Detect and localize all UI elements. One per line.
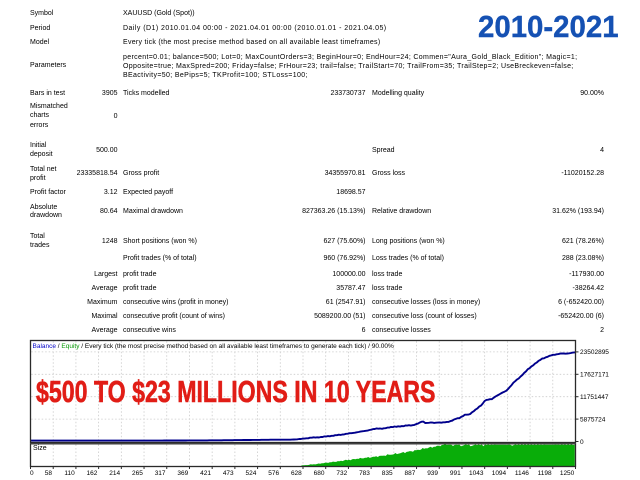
svg-text:11751447: 11751447	[580, 394, 609, 401]
svg-text:1146: 1146	[515, 470, 529, 477]
svg-text:576: 576	[268, 470, 279, 477]
svg-text:680: 680	[314, 470, 325, 477]
svg-text:783: 783	[359, 470, 370, 477]
svg-text:991: 991	[450, 470, 461, 477]
svg-text:524: 524	[246, 470, 257, 477]
svg-text:1198: 1198	[538, 470, 552, 477]
svg-text:162: 162	[87, 470, 98, 477]
svg-text:58: 58	[45, 470, 53, 477]
svg-text:732: 732	[336, 470, 347, 477]
svg-text:17627171: 17627171	[580, 372, 609, 379]
svg-text:835: 835	[382, 470, 393, 477]
svg-text:628: 628	[291, 470, 302, 477]
svg-text:1094: 1094	[492, 470, 507, 477]
svg-text:369: 369	[177, 470, 188, 477]
svg-text:214: 214	[109, 470, 120, 477]
svg-text:5875724: 5875724	[580, 416, 606, 423]
svg-text:0: 0	[30, 470, 34, 477]
svg-text:23502895: 23502895	[580, 349, 609, 356]
svg-text:887: 887	[404, 470, 415, 477]
svg-text:317: 317	[155, 470, 166, 477]
svg-text:110: 110	[64, 470, 75, 477]
svg-text:1043: 1043	[469, 470, 484, 477]
svg-text:0: 0	[580, 439, 584, 446]
svg-text:939: 939	[427, 470, 438, 477]
svg-text:473: 473	[223, 470, 234, 477]
svg-text:265: 265	[132, 470, 143, 477]
svg-text:421: 421	[200, 470, 211, 477]
svg-text:1250: 1250	[560, 470, 575, 477]
